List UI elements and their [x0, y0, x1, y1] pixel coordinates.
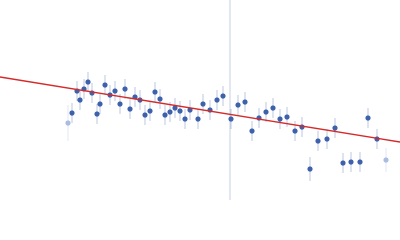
chart: [0, 0, 400, 200]
point: [340, 160, 346, 166]
point: [383, 157, 389, 163]
point: [172, 105, 178, 111]
point: [357, 159, 363, 165]
point: [157, 96, 163, 102]
point: [162, 112, 168, 118]
point: [277, 116, 283, 122]
point: [69, 110, 75, 116]
point: [167, 109, 173, 115]
point: [332, 125, 338, 131]
point: [152, 89, 158, 95]
point: [94, 111, 100, 117]
point: [214, 97, 220, 103]
point: [97, 101, 103, 107]
point: [249, 128, 255, 134]
point: [228, 116, 234, 122]
point: [147, 108, 153, 114]
point: [365, 115, 371, 121]
point: [200, 101, 206, 107]
fit-line: [0, 76, 400, 143]
point: [127, 106, 133, 112]
point: [220, 93, 226, 99]
point: [102, 82, 108, 88]
point: [195, 116, 201, 122]
point: [324, 136, 330, 142]
point: [112, 88, 118, 94]
point: [270, 105, 276, 111]
point: [284, 114, 290, 120]
point: [142, 112, 148, 118]
point: [242, 99, 248, 105]
point: [292, 128, 298, 134]
point: [235, 102, 241, 108]
point: [348, 159, 354, 165]
point: [182, 116, 188, 122]
point: [117, 101, 123, 107]
point: [263, 109, 269, 115]
point: [77, 97, 83, 103]
point: [177, 108, 183, 114]
point: [307, 166, 313, 172]
point: [122, 86, 128, 92]
point: [85, 79, 91, 85]
point: [315, 138, 321, 144]
point: [65, 120, 71, 126]
